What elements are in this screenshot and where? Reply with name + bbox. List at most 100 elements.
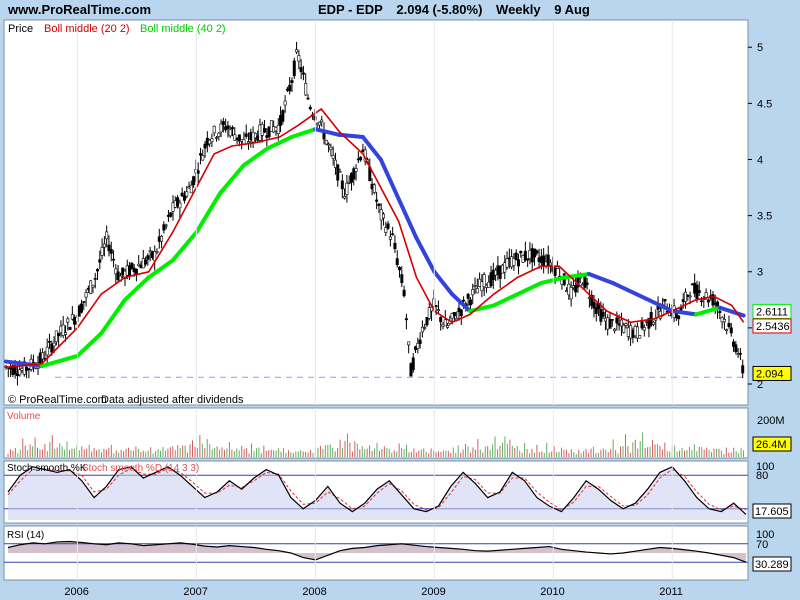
price-candle [732,341,736,347]
price-candle [393,242,397,250]
price-candle [343,196,347,199]
price-candle [512,258,516,266]
price-candle [395,258,399,265]
legend-stoch-k: Stoch smooth %K [7,463,87,474]
price-candle [594,307,598,314]
price-candle [320,119,324,123]
year-tick-label: 2011 [659,586,683,598]
price-candle [482,274,486,288]
price-candle [359,156,363,161]
price-candle [523,250,527,261]
price-candle [473,285,477,287]
price-tick-label: 3.5 [757,211,772,223]
price-candle [420,326,424,333]
price-candle [585,282,589,285]
boll40-value-label: 2.6111 [756,306,788,318]
price-candle [317,121,321,126]
price-candle [471,289,475,296]
chart-title: EDP - EDP 2.094 (-5.80%) Weekly 9 Aug [318,2,600,17]
price-candle [66,318,70,323]
price-candle [729,327,733,334]
stoch-value-label: 17.605 [755,506,789,518]
price-candle [526,258,530,261]
price-candle [519,250,523,254]
price-candle [345,182,349,195]
price-candle [201,155,205,161]
price-candle [196,170,200,174]
legend-rsi: RSI (14) [7,530,44,541]
price-candle [402,289,406,297]
price-candle [333,159,337,168]
price-candle [169,212,173,217]
volume-plot [7,432,745,457]
price-candle [741,365,745,374]
rsi-tick-label: 100 [756,529,774,541]
site-name[interactable]: www.ProRealTime.com [8,2,152,17]
price-candle [590,294,594,306]
price-value-label: 2.094 [756,368,784,380]
boll20-value-label: 2.5436 [756,321,790,333]
price-candle [688,295,692,298]
price-candle [217,132,221,137]
price-candle [80,303,84,313]
price-candle [466,293,470,299]
price-candle [226,125,230,129]
price-candle [697,290,701,294]
price-candle [624,323,628,326]
price-candle [214,137,218,139]
price-candle [569,287,573,300]
price-candle [210,138,214,142]
price-candle [622,324,626,333]
price-candle [84,292,88,298]
rsi-value-label: 30.289 [755,559,789,571]
price-candle [443,319,447,327]
price-candle [549,262,553,266]
price-candle [203,143,207,149]
price-candle [535,250,539,254]
price-candle [263,128,267,133]
boll40-segment [218,163,246,196]
price-candle [185,191,189,197]
price-candle [608,319,612,329]
price-candle [155,251,159,253]
price-candle [610,319,614,321]
boll40-segment [491,292,520,308]
price-candle [375,199,379,202]
price-value-label-box [752,365,792,381]
legend-boll40: Boll middle (40 2) [140,23,226,35]
price-candle [144,259,148,265]
price-candle [162,224,166,231]
price-candle [45,346,49,356]
price-candle [462,299,466,302]
price-candle [640,320,644,329]
price-candle [505,258,509,268]
boll40-value-label-box [752,303,792,319]
boll40-segment [378,157,401,201]
boll40-segment [360,135,383,162]
price-candle [180,192,184,197]
price-candle [93,278,97,280]
price-candle [638,334,642,339]
price-candle [308,106,312,110]
boll40-segment [265,135,294,151]
price-candle [292,60,296,77]
price-candle [247,141,251,144]
price-candle [63,332,67,335]
boll40-segment [313,127,342,137]
price-tick-label: 3 [757,267,763,279]
price-candle [459,309,463,316]
price-candle [164,224,168,227]
stoch-k-area [8,466,746,520]
legend-boll20: Boll middle (20 2) [44,23,130,35]
price-candle [47,341,51,343]
boll40-segment [99,297,127,336]
price-candle [112,258,116,261]
price-candle [130,262,134,269]
price-candle [398,266,402,271]
boll40-segment [241,146,270,168]
price-candle [738,352,742,355]
price-candle [327,143,331,146]
price-candle [231,127,235,130]
year-tick-label: 2008 [302,586,326,598]
